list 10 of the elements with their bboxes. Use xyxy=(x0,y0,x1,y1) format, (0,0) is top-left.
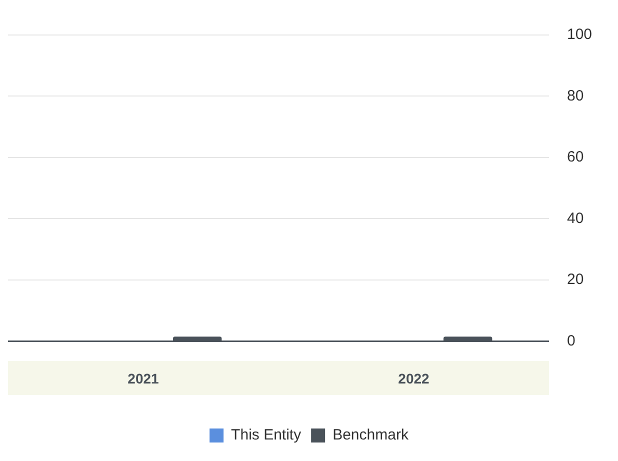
legend-label: This Entity xyxy=(231,426,302,444)
y-tick-label: 80 xyxy=(566,87,584,104)
legend-label: Benchmark xyxy=(332,426,409,444)
y-tick-label: 20 xyxy=(566,271,584,288)
y-tick-label: 0 xyxy=(566,332,576,350)
x-tick-label: 2021 xyxy=(128,370,160,386)
x-tick-label: 2022 xyxy=(398,370,430,386)
y-tick-label: 40 xyxy=(566,210,584,227)
y-tick-label: 100 xyxy=(566,26,592,44)
y-tick-label: 60 xyxy=(566,148,584,166)
